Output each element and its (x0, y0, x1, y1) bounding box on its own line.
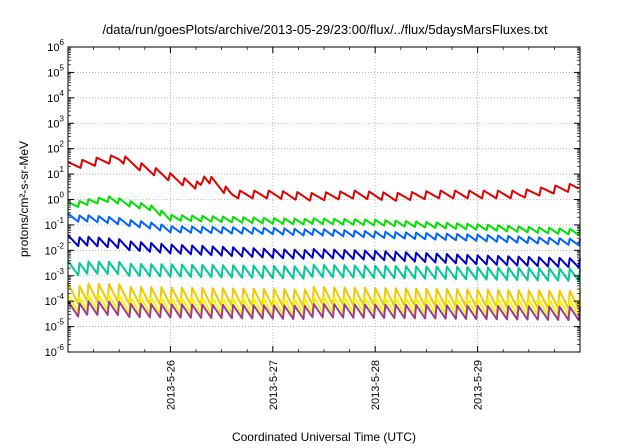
series-line-4 (67, 234, 581, 269)
y-tick-label: 10-5 (45, 318, 65, 334)
x-axis-label: Coordinated Universal Time (UTC) (232, 430, 416, 444)
y-tick-label: 10-4 (45, 292, 65, 308)
x-axis-ticks: 2013-5-26 2013-5-27 2013-5-28 2013-5-29 (93, 47, 555, 410)
series-line-2 (67, 195, 581, 236)
series-line-5 (67, 260, 581, 282)
y-tick-label: 104 (47, 89, 64, 105)
y-tick-label: 101 (47, 165, 64, 181)
y-tick-label: 105 (47, 63, 64, 79)
series-line-8 (67, 300, 581, 322)
y-tick-label: 100 (47, 191, 64, 207)
chart-title: /data/run/goesPlots/archive/2013-05-29/2… (102, 22, 548, 37)
y-tick-label: 106 (47, 38, 64, 54)
series-line-6 (67, 282, 581, 310)
y-tick-label: 10-6 (45, 343, 65, 359)
y-tick-label: 10-1 (45, 216, 65, 232)
y-tick-label: 10-3 (45, 267, 65, 283)
series-group (67, 154, 581, 322)
x-tick-label: 2013-5-29 (473, 360, 485, 410)
series-line-7 (67, 293, 581, 317)
series-line-3 (67, 212, 581, 247)
x-tick-label: 2013-5-26 (165, 360, 177, 410)
y-tick-label: 102 (47, 140, 64, 156)
y-axis-label: protons/cm²-s-sr-MeV (17, 141, 31, 257)
y-tick-label: 103 (47, 114, 64, 130)
x-tick-label: 2013-5-27 (268, 360, 280, 410)
y-tick-label: 10-2 (45, 241, 65, 257)
y-axis-ticks: 10-6 10-5 10-4 10-3 10-2 10-1 100 101 102 103 104 1… (45, 38, 580, 359)
series-line-1 (67, 154, 580, 202)
x-tick-label: 2013-5-28 (370, 360, 382, 410)
